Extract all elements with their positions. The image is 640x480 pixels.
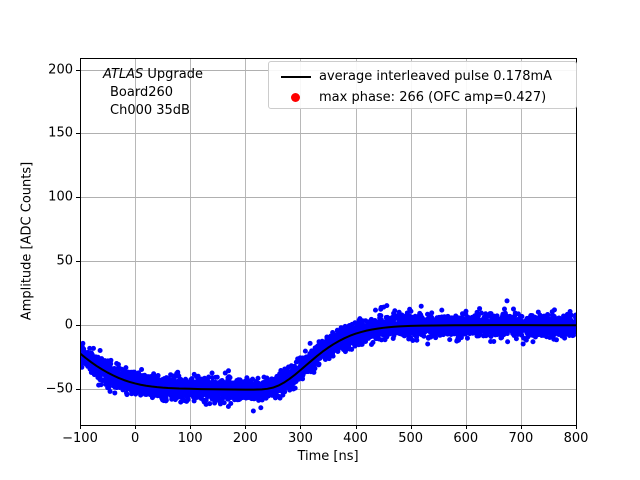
x-tick-label: −100 <box>62 431 98 446</box>
y-tick-label: 50 <box>56 253 73 269</box>
x-tick-label: 600 <box>453 431 479 446</box>
annotation-line-1: ATLAS Upgrade <box>103 66 203 84</box>
x-tick-label: 700 <box>508 431 534 446</box>
y-tick-label: −50 <box>45 381 73 397</box>
x-tick-label: 300 <box>288 431 313 446</box>
x-tick-label: 400 <box>343 431 368 446</box>
annotation-atlas-text: ATLAS <box>103 67 144 82</box>
x-tick-label: 0 <box>130 431 140 446</box>
legend: average interleaved pulse 0.178mA max ph… <box>268 61 577 109</box>
x-axis-label: Time [ns] <box>297 449 359 464</box>
annotation-line-3: Ch000 35dB <box>110 103 190 118</box>
y-tick-label: 200 <box>48 62 73 77</box>
legend-entry-max-phase: max phase: 266 (OFC amp=0.427) <box>269 87 576 108</box>
legend-dot-sample-icon <box>291 93 300 102</box>
x-tick-label: 800 <box>563 431 589 446</box>
annotation-line-2: Board260 <box>110 85 174 100</box>
legend-line-sample-icon <box>281 75 311 78</box>
y-tick-label: 0 <box>64 317 73 333</box>
legend-entry-label: average interleaved pulse 0.178mA <box>319 69 553 84</box>
x-tick-label: 500 <box>398 431 424 446</box>
legend-entry-label: max phase: 266 (OFC amp=0.427) <box>319 90 547 105</box>
y-axis-label: Amplitude [ADC Counts] <box>19 161 35 321</box>
x-tick-label: 200 <box>232 431 258 446</box>
x-tick-label: 100 <box>177 431 203 446</box>
plot-annotation: ATLAS Upgrade Board260 Ch000 35dB <box>103 66 203 120</box>
legend-entry-average-pulse: average interleaved pulse 0.178mA <box>269 66 576 87</box>
y-tick-label: 150 <box>48 125 73 141</box>
y-tick-label: 100 <box>48 189 73 205</box>
annotation-upgrade-text: Upgrade <box>143 67 203 82</box>
